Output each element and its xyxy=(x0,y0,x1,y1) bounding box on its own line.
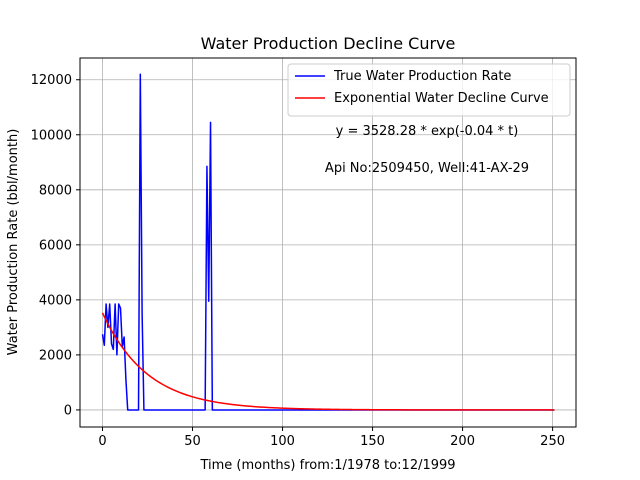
chart-title: Water Production Decline Curve xyxy=(201,34,456,53)
x-tick-label: 100 xyxy=(270,434,295,449)
y-tick-label: 2000 xyxy=(39,348,72,363)
series-layer xyxy=(101,73,555,411)
y-tick-label: 8000 xyxy=(39,183,72,198)
x-tick-label: 200 xyxy=(450,434,475,449)
x-axis-label: Time (months) from:1/1978 to:12/1999 xyxy=(199,458,455,473)
y-tick-label: 4000 xyxy=(39,293,72,308)
x-tick-label: 150 xyxy=(360,434,385,449)
legend: True Water Production Rate Exponential W… xyxy=(287,63,571,117)
plot-frame xyxy=(79,57,577,428)
x-tick-label: 0 xyxy=(98,434,106,449)
legend-box xyxy=(287,63,571,117)
x-tick-label: 250 xyxy=(540,434,565,449)
well-annotation: Api No:2509450, Well:41-AX-29 xyxy=(325,161,529,176)
series-exponential-water-decline-curve xyxy=(101,312,555,411)
y-tick-label: 10000 xyxy=(31,128,72,143)
y-tick-label: 6000 xyxy=(39,238,72,253)
grid xyxy=(80,58,576,427)
y-tick-label: 0 xyxy=(64,403,72,418)
series-true-water-production-rate xyxy=(101,73,555,411)
ticks: 0 50 100 150 200 250 0 2000 4000 6000 8000 10000 120… xyxy=(31,73,565,449)
equation-annotation: y = 3528.28 * exp(-0.04 * t) xyxy=(336,124,519,139)
legend-label-decline-curve: Exponential Water Decline Curve xyxy=(334,91,549,106)
y-tick-label: 12000 xyxy=(31,73,72,88)
y-axis-label: Water Production Rate (bbl/month) xyxy=(6,129,21,356)
legend-label-true-rate: True Water Production Rate xyxy=(333,69,511,84)
x-tick-label: 50 xyxy=(184,434,201,449)
